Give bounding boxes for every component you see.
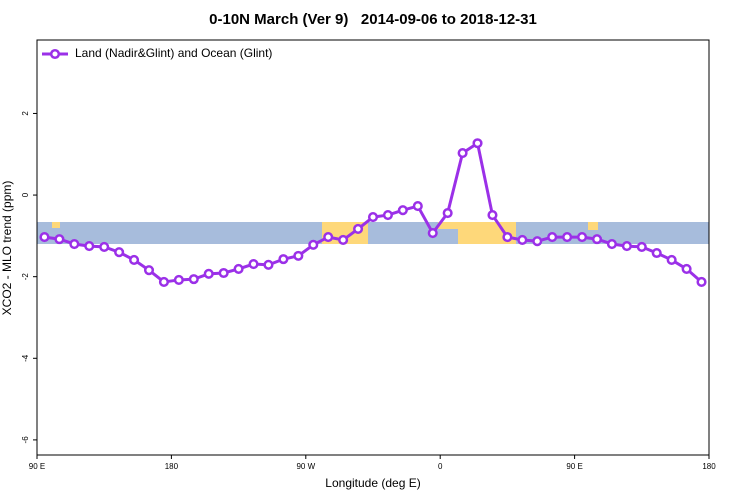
data-point [547, 232, 558, 243]
data-point [502, 232, 513, 243]
data-point [143, 265, 155, 276]
data-point [487, 210, 498, 221]
data-point [412, 201, 423, 212]
data-point [158, 276, 169, 288]
data-point [651, 247, 662, 259]
land-patch [52, 222, 60, 228]
y-tick-label: -4 [21, 354, 30, 362]
data-point [517, 234, 528, 246]
data-point [636, 241, 647, 252]
x-tick-label: 180 [165, 462, 179, 471]
data-point [353, 223, 364, 234]
data-point [442, 207, 453, 219]
data-point [203, 268, 214, 279]
data-point [263, 259, 274, 270]
y-tick-label: 0 [21, 192, 30, 197]
data-point [397, 205, 408, 216]
data-point [69, 238, 80, 250]
y-tick-label: -6 [21, 436, 30, 444]
data-point [591, 234, 603, 245]
data-point [562, 232, 573, 243]
plot-frame [36, 39, 710, 456]
data-point [39, 232, 50, 243]
land-patch [588, 222, 598, 230]
data-point [323, 232, 334, 243]
data-point [188, 274, 199, 285]
x-tick-label: 90 E [566, 462, 582, 471]
data-point [367, 212, 379, 223]
x-axis-label: Longitude (deg E) [325, 476, 420, 490]
data-point [248, 258, 259, 270]
data-point [577, 232, 588, 243]
data-point [427, 227, 438, 239]
data-point [293, 250, 304, 261]
data-point [218, 267, 229, 279]
data-point [338, 234, 349, 246]
x-tick-label: 180 [702, 462, 716, 471]
data-point [278, 254, 289, 265]
data-point [129, 254, 140, 265]
data-point [606, 238, 617, 250]
data-point [472, 138, 483, 149]
y-tick-label: -2 [21, 273, 30, 281]
x-tick-label: 0 [438, 462, 443, 471]
data-point [114, 247, 125, 258]
data-point [696, 276, 707, 288]
data-point [308, 239, 319, 250]
data-point [382, 210, 393, 221]
y-tick-label: 2 [21, 111, 30, 116]
x-tick-label: 90 W [296, 462, 315, 471]
data-point [621, 241, 632, 252]
ocean-patch [438, 229, 458, 244]
y-axis-label: XCO2 - MLO trend (ppm) [0, 181, 14, 316]
data-point [666, 254, 677, 265]
data-point [54, 234, 65, 245]
data-point [84, 241, 95, 252]
data-point [233, 263, 244, 274]
data-point [99, 241, 110, 252]
legend-marker [49, 48, 61, 60]
data-point [457, 147, 468, 159]
data-point [532, 236, 543, 247]
data-point [681, 263, 692, 274]
x-tick-label: 90 E [29, 462, 45, 471]
legend-label: Land (Nadir&Glint) and Ocean (Glint) [75, 46, 272, 60]
data-point [173, 274, 184, 285]
chart-title: 0-10N March (Ver 9) 2014-09-06 to 2018-1… [209, 11, 537, 28]
